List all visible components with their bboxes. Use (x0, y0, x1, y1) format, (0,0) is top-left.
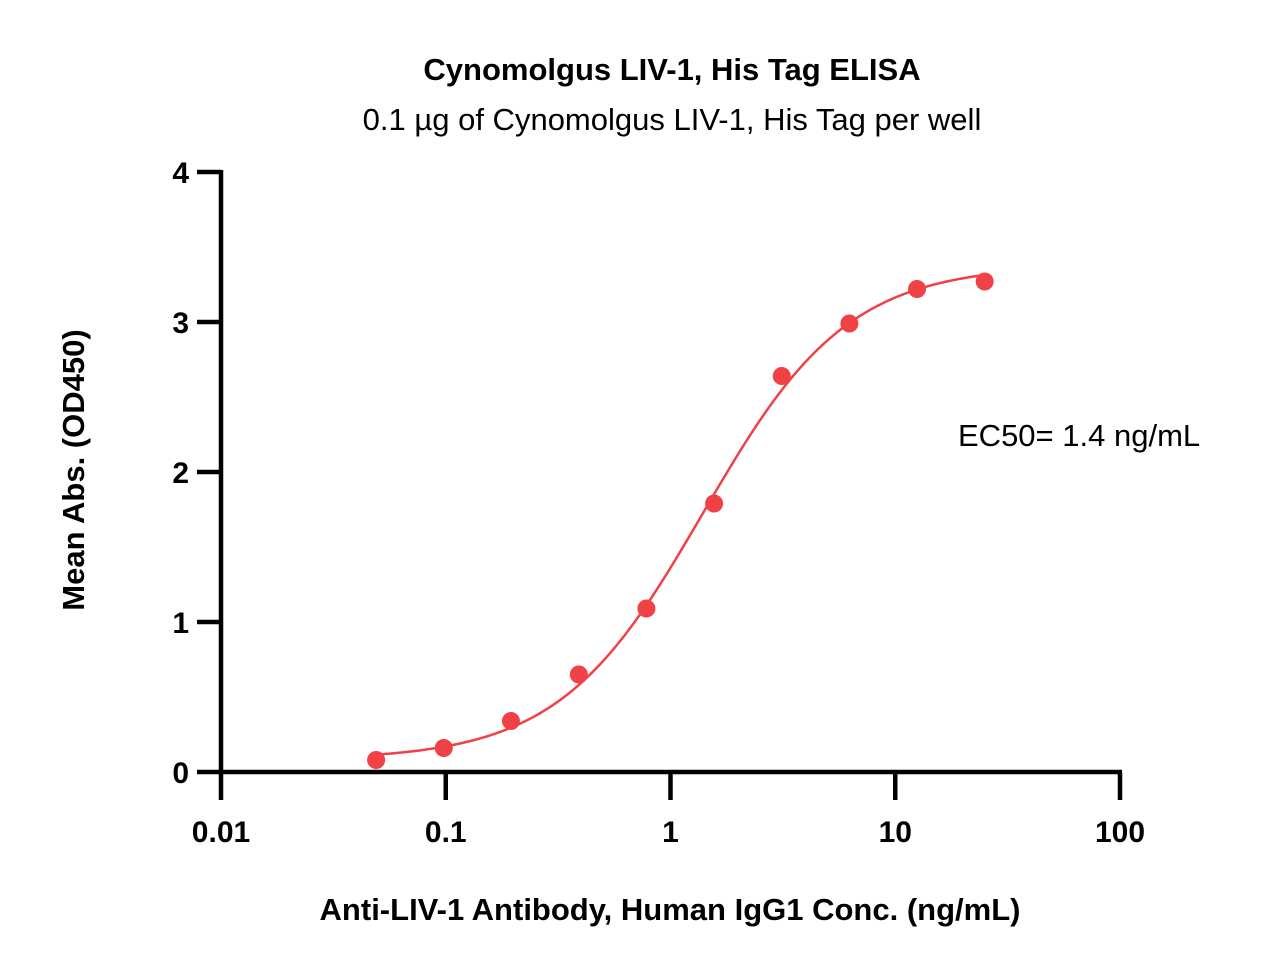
data-point-1 (434, 739, 453, 757)
data-point-6 (772, 367, 791, 385)
data-point-9 (975, 272, 994, 291)
data-point-0 (367, 751, 386, 769)
data-point-7 (840, 314, 859, 333)
x-axis-label: Anti-LIV-1 Antibody, Human IgG1 Conc. (n… (320, 892, 1021, 927)
chart-subtitle: 0.1 µg of Cynomolgus LIV-1, His Tag per … (363, 102, 982, 137)
y-tick-label-2: 2 (172, 457, 189, 490)
ticks (197, 169, 1123, 800)
y-tick-label-3: 3 (172, 307, 189, 340)
data-point-4 (637, 599, 656, 618)
x-tick-label-0: 0.01 (192, 816, 250, 849)
data-points (367, 272, 994, 769)
tick-labels: 0.01 0.1 1 10 100 0 1 2 3 4 (172, 157, 1145, 849)
x-tick-label-1: 0.1 (425, 816, 467, 849)
data-point-3 (569, 665, 588, 684)
fit-curve (376, 273, 985, 756)
x-tick-label-2: 1 (662, 816, 679, 849)
chart-title: Cynomolgus LIV-1, His Tag ELISA (423, 52, 920, 87)
y-tick-label-1: 1 (172, 607, 189, 640)
y-tick-label-0: 0 (172, 757, 189, 790)
data-point-2 (501, 712, 520, 730)
x-tick-label-3: 10 (879, 816, 912, 849)
ec50-annotation: EC50= 1.4 ng/mL (958, 418, 1200, 453)
y-axis-label: Mean Abs. (OD450) (56, 329, 91, 610)
axes (218, 170, 1122, 775)
y-tick-label-4: 4 (172, 157, 189, 190)
data-point-8 (908, 280, 927, 298)
x-tick-label-4: 100 (1095, 816, 1145, 849)
data-point-5 (705, 494, 724, 513)
